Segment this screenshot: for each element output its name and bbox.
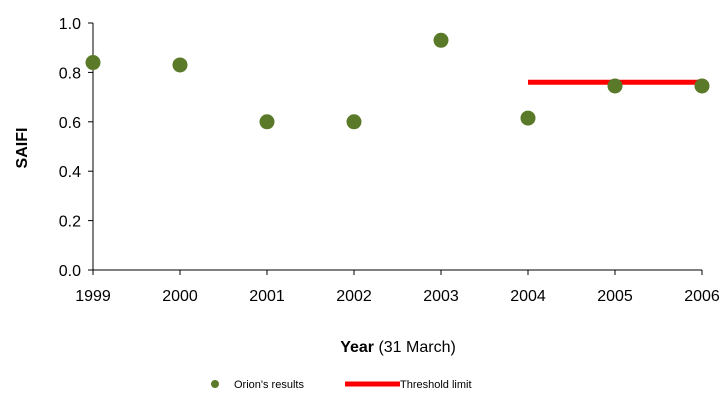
legend: Orion's results Threshold limit [211, 379, 472, 391]
y-tick-labels: 0.0 0.2 0.4 0.6 0.8 1.0 [59, 16, 81, 280]
legend-marker-orions-results [211, 380, 219, 388]
data-point-orion-s-results [607, 78, 623, 94]
data-point-orion-s-results [172, 57, 188, 73]
x-tick-label: 2003 [423, 288, 459, 305]
x-tick-labels: 1999 2000 2001 2002 2003 2004 2005 2006 [75, 288, 720, 305]
x-tick-label: 2005 [597, 288, 633, 305]
data-point-orion-s-results [259, 114, 275, 130]
legend-label-threshold-limit: Threshold limit [400, 379, 472, 391]
y-tick-label: 0.0 [59, 263, 81, 280]
x-tick-label: 2002 [336, 288, 372, 305]
y-tick-label: 0.6 [59, 115, 81, 132]
data-point-orion-s-results [520, 110, 536, 126]
x-tick-label: 2006 [684, 288, 720, 305]
x-tick-label: 1999 [75, 288, 111, 305]
y-tick-label: 0.2 [59, 214, 81, 231]
data-point-orion-s-results [85, 55, 101, 71]
axes [88, 22, 703, 275]
x-axis-title-rest: (31 March) [374, 339, 456, 356]
data-point-orion-s-results [346, 114, 362, 130]
x-axis-title-bold: Year [340, 339, 374, 356]
data-point-orion-s-results [433, 32, 449, 48]
x-axis-title: Year (31 March) [340, 339, 456, 356]
data-marks [85, 32, 710, 130]
y-tick-label: 1.0 [59, 16, 81, 33]
y-tick-label: 0.8 [59, 65, 81, 82]
x-tick-label: 2001 [249, 288, 285, 305]
y-axis-title: SAIFI [14, 128, 31, 169]
x-tick-label: 2000 [162, 288, 198, 305]
legend-label-orions-results: Orion's results [234, 379, 304, 391]
x-tick-label: 2004 [510, 288, 546, 305]
y-tick-label: 0.4 [59, 164, 81, 181]
data-point-orion-s-results [694, 78, 710, 94]
